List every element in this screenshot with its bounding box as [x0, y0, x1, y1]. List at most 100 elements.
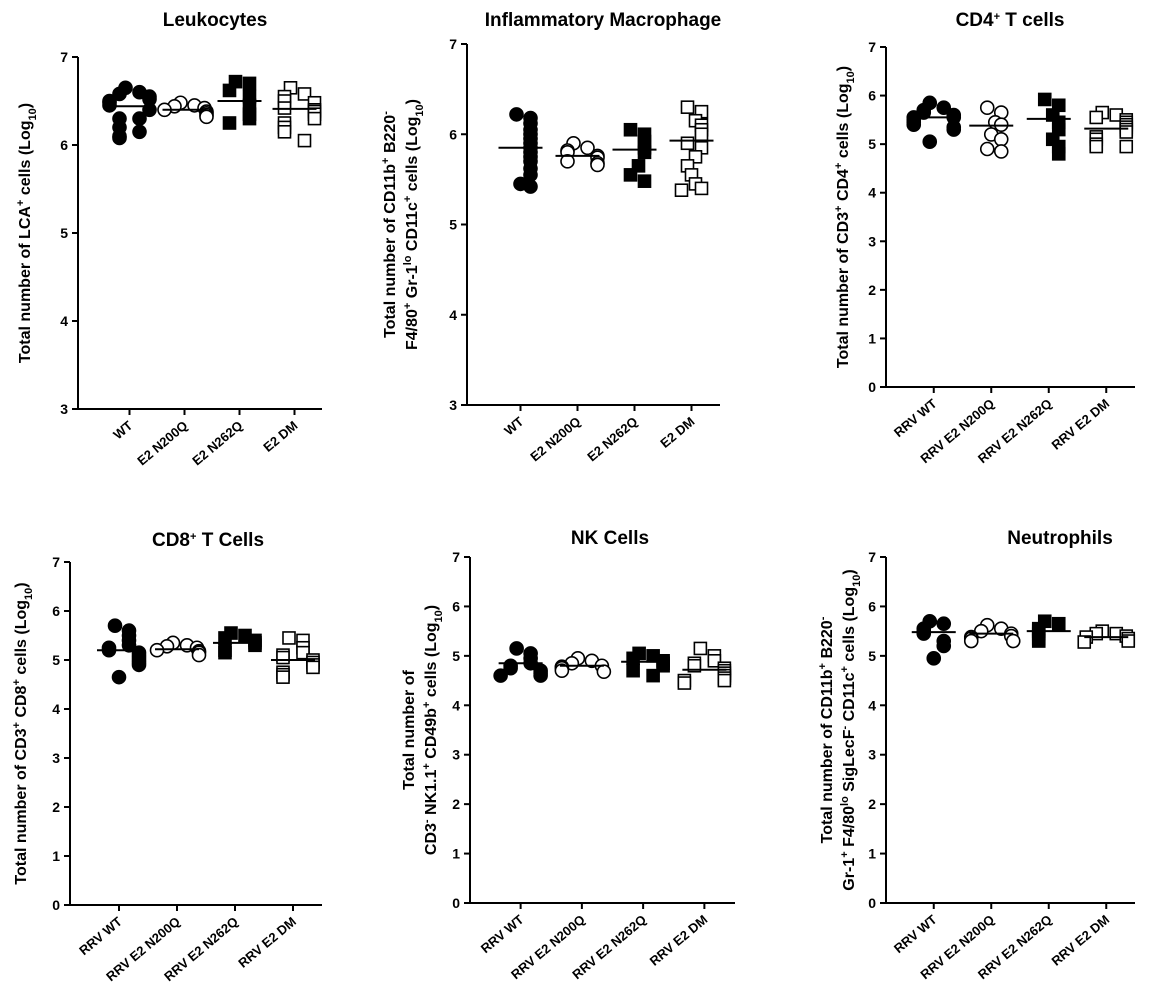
y-tick-label: 4	[449, 307, 457, 323]
data-point	[637, 174, 652, 188]
label-segment: +	[994, 11, 1000, 23]
y-tick-label: 7	[868, 39, 876, 55]
label-segment: B220	[382, 115, 399, 158]
label-segment: CD3	[423, 823, 440, 855]
label-segment: 10	[414, 104, 426, 116]
data-point	[1051, 616, 1066, 631]
label-segment: +	[817, 663, 829, 669]
data-point	[199, 109, 214, 125]
x-category-label: RRV E2 DM	[647, 912, 711, 969]
y-tick-label: 5	[868, 648, 876, 664]
y-tick-label: 3	[449, 397, 457, 413]
label-segment: )	[835, 66, 852, 71]
label-segment: +	[190, 531, 196, 543]
y-axis-label: Gr-1+ F4/80lo SigLecF- CD11c+ cells (Log…	[839, 569, 863, 890]
x-category-label: RRV WT	[891, 912, 940, 956]
y-tick-label: 7	[449, 36, 457, 52]
data-point	[523, 179, 538, 194]
y-tick-label: 6	[452, 598, 460, 614]
y-tick-label: 3	[868, 233, 876, 249]
data-point	[694, 181, 709, 196]
data-point	[276, 670, 290, 684]
data-point	[276, 650, 290, 665]
data-point	[107, 618, 123, 634]
data-point	[1119, 139, 1134, 154]
x-category-label: E2 N200Q	[527, 414, 583, 465]
y-tick-label: 2	[452, 796, 460, 812]
data-point	[296, 645, 310, 660]
data-point	[112, 86, 127, 102]
data-point	[132, 111, 147, 126]
data-point	[242, 111, 257, 126]
label-segment: cells (Log	[841, 587, 858, 666]
data-point	[191, 647, 207, 663]
data-point	[680, 100, 695, 114]
data-point	[979, 141, 995, 157]
y-axis-label: Total number of CD3+ CD8+ cells (Log10)	[11, 582, 35, 884]
label-segment: F4/80	[841, 806, 858, 851]
data-point	[693, 641, 708, 656]
data-point	[560, 154, 575, 169]
data-point	[533, 668, 548, 683]
data-point	[946, 122, 962, 137]
data-point	[979, 100, 995, 116]
x-category-label: E2 N262Q	[584, 414, 640, 465]
data-point	[306, 660, 320, 675]
chart-title: Leukocytes	[163, 10, 268, 31]
label-segment: CD11c	[841, 672, 858, 725]
y-tick-label: 3	[868, 747, 876, 763]
data-point	[707, 653, 722, 668]
data-point	[493, 668, 508, 683]
data-point	[926, 651, 942, 666]
label-segment: )	[841, 569, 858, 574]
y-tick-label: 3	[52, 750, 60, 766]
y-tick-label: 4	[868, 185, 876, 201]
label-segment: +	[421, 763, 433, 769]
label-segment: -	[839, 726, 851, 730]
y-tick-label: 4	[452, 697, 460, 713]
label-segment: +	[402, 196, 414, 202]
y-axis-label: Total number of CD3+ CD4+ cells (Log10)	[833, 66, 857, 368]
label-segment: Neutrophils	[1007, 528, 1113, 549]
y-tick-label: 6	[868, 598, 876, 614]
data-point	[590, 157, 605, 173]
data-point	[132, 124, 147, 140]
label-segment: CD8	[13, 685, 30, 722]
label-segment: SigLecF	[841, 729, 858, 796]
label-segment: CD11c	[404, 202, 421, 255]
y-tick-label: 6	[449, 126, 457, 142]
data-point	[222, 116, 237, 130]
data-point	[121, 637, 137, 653]
data-point	[694, 127, 709, 142]
label-segment: Leukocytes	[163, 10, 268, 31]
data-point	[936, 100, 952, 116]
y-tick-label: 4	[60, 313, 68, 329]
data-point	[131, 657, 147, 673]
data-point	[623, 168, 638, 182]
label-segment: NK1.1	[423, 770, 440, 820]
data-point	[963, 633, 979, 649]
y-tick-label: 2	[52, 799, 60, 815]
x-category-label: E2 DM	[657, 414, 697, 451]
label-segment: cells (Log	[13, 600, 30, 679]
data-point	[916, 626, 932, 641]
label-segment: +	[15, 200, 27, 206]
x-category-label: E2 N262Q	[189, 418, 245, 469]
label-segment: Total number of CD11b	[819, 669, 836, 843]
data-point	[1051, 147, 1066, 161]
label-segment: T Cells	[196, 530, 264, 551]
x-category-label: RRV WT	[478, 912, 527, 956]
y-tick-label: 7	[52, 554, 60, 570]
data-point	[277, 125, 292, 139]
y-tick-label: 7	[60, 49, 68, 65]
data-point	[297, 133, 312, 148]
y-tick-label: 1	[52, 848, 60, 864]
data-point	[717, 673, 732, 688]
data-point	[936, 638, 952, 654]
y-tick-label: 7	[452, 549, 460, 565]
